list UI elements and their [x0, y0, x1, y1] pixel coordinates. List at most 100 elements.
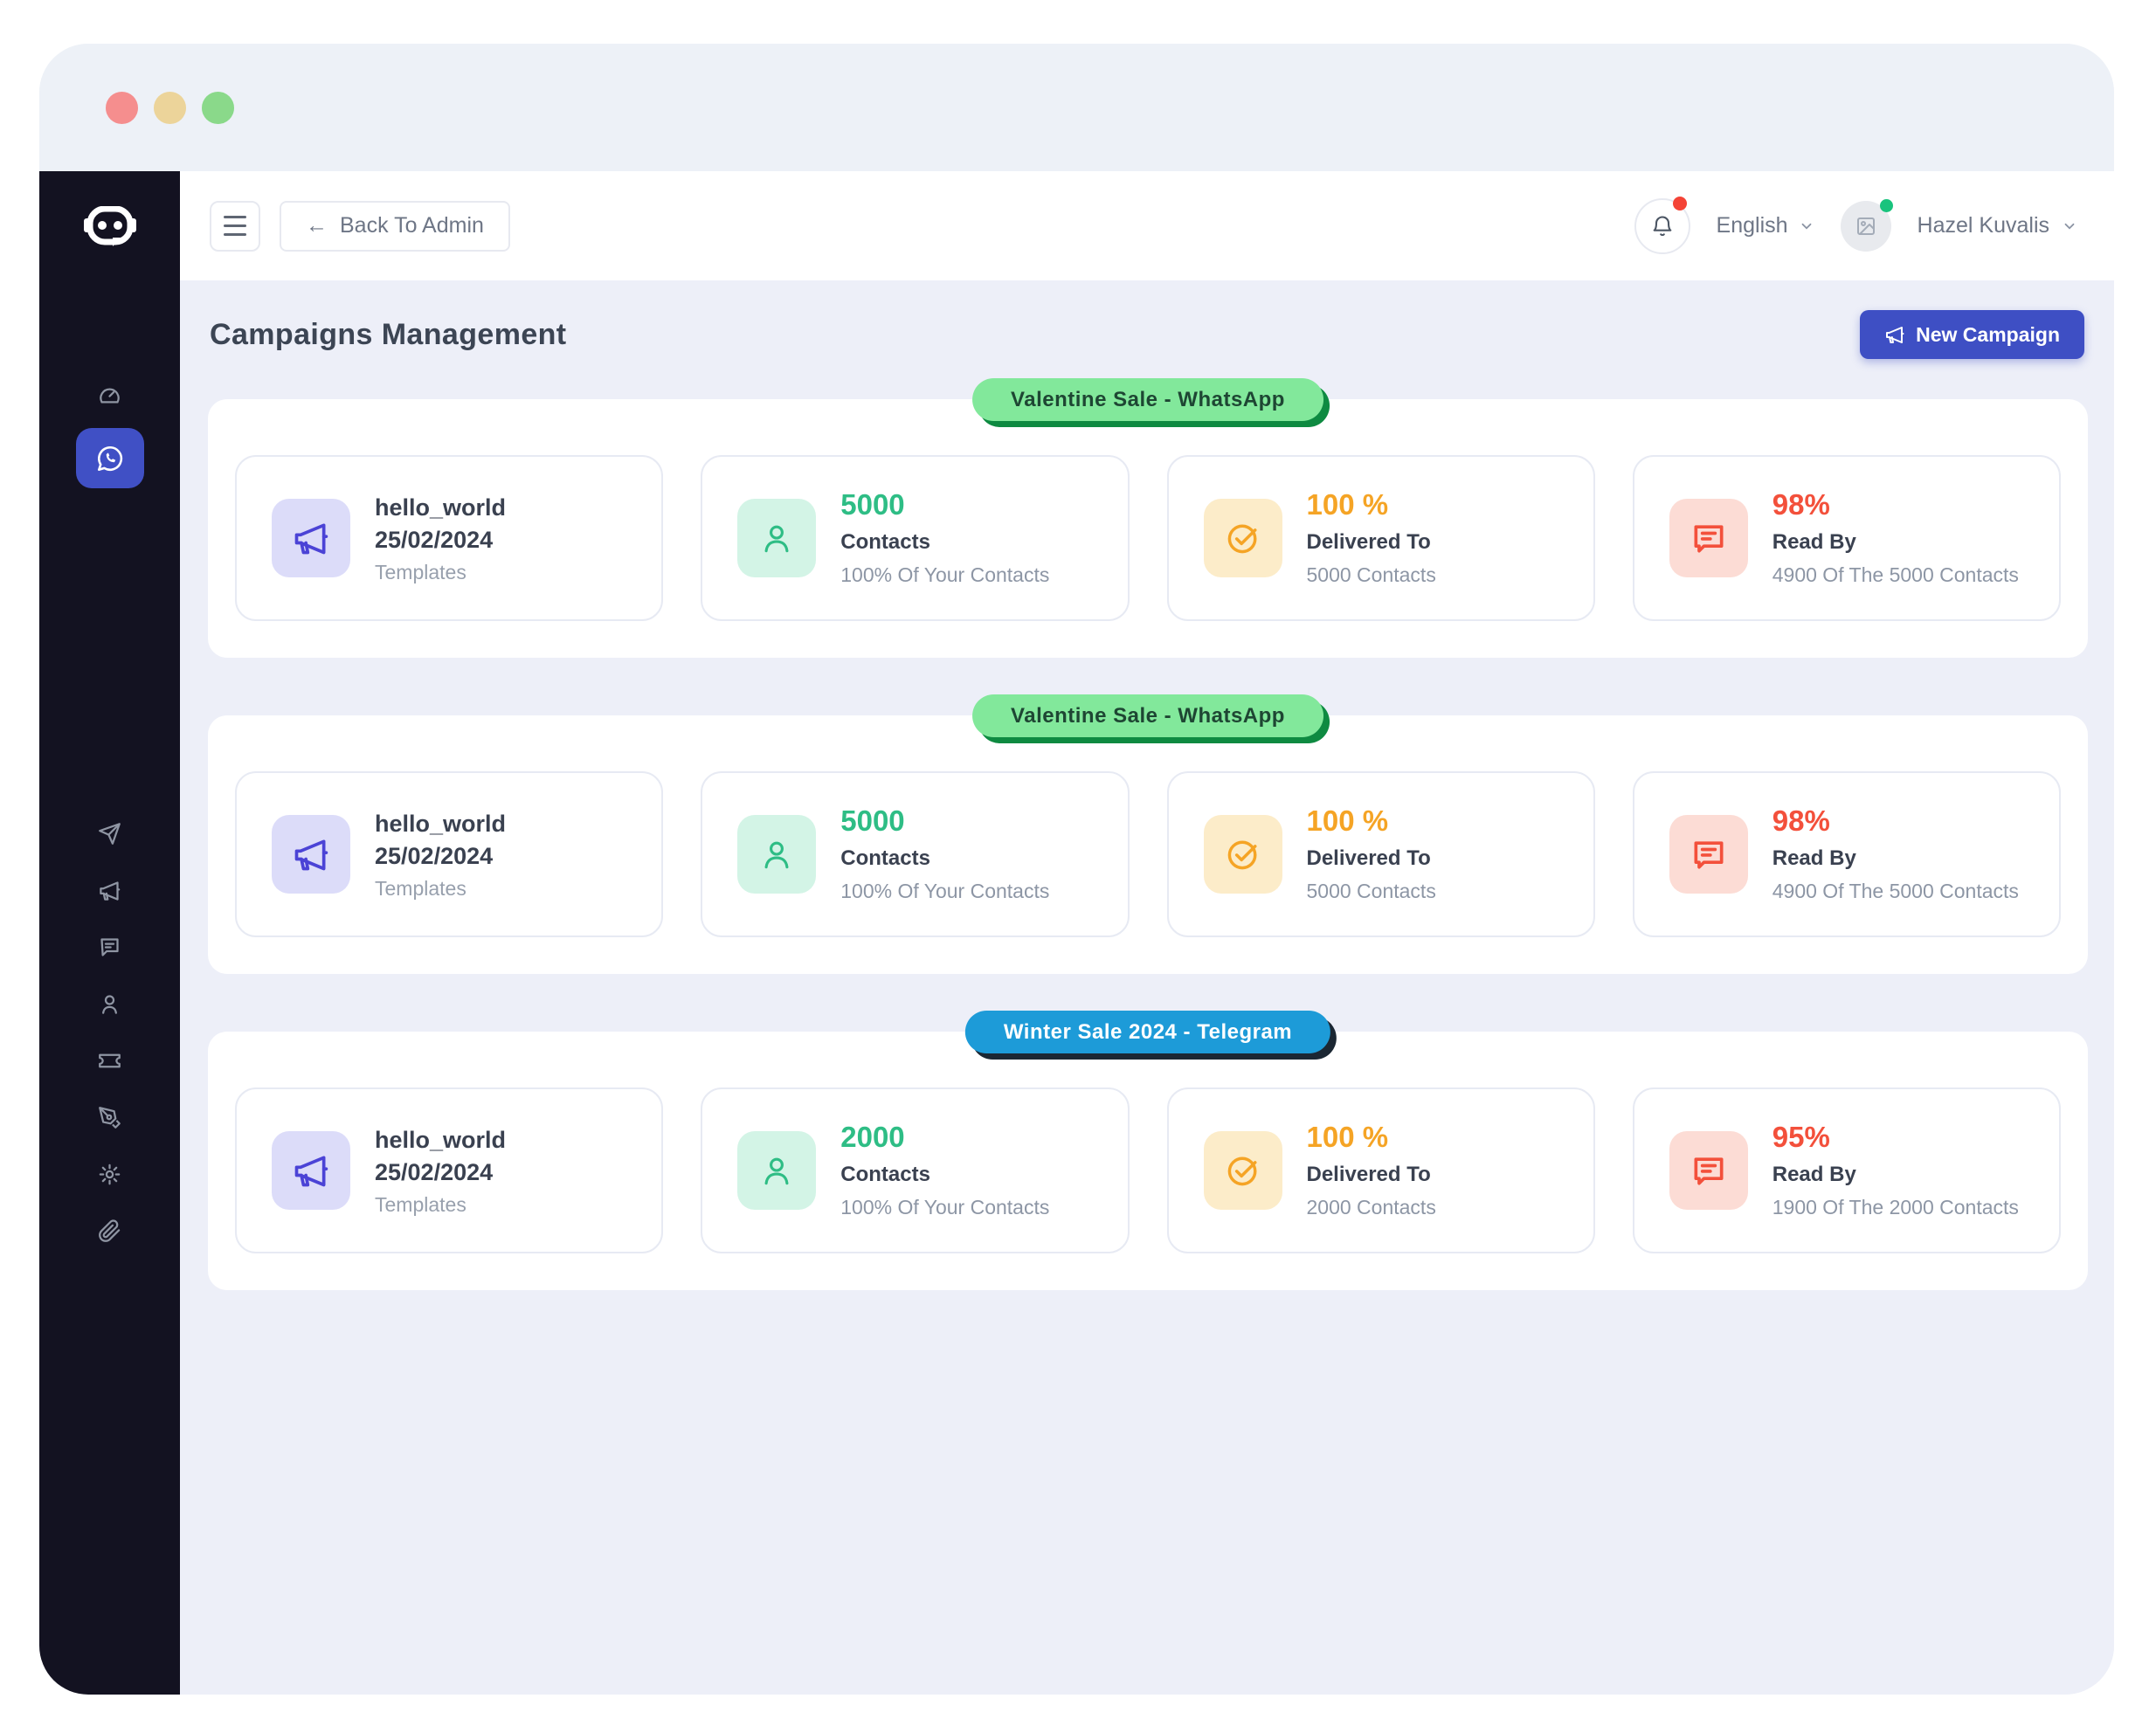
check-circle-icon: [1203, 499, 1282, 577]
megaphone-icon: [272, 499, 350, 577]
campaign-badge[interactable]: Valentine Sale - WhatsApp: [972, 694, 1323, 737]
chevron-down-icon: [2064, 223, 2075, 230]
stat-label: Read By: [1772, 529, 1856, 554]
stat-value: 5000: [840, 488, 905, 521]
stat-label: Contacts: [840, 1162, 930, 1186]
campaign-sections: Valentine Sale - WhatsApp hello_world 25…: [208, 378, 2088, 1290]
stat-value: 2000: [840, 1121, 905, 1154]
template-name: hello_world: [375, 494, 507, 521]
stat-label: Contacts: [840, 529, 930, 554]
template-date: 25/02/2024: [375, 1158, 494, 1185]
window-titlebar: [39, 44, 2114, 171]
app-logo[interactable]: [39, 171, 180, 280]
image-placeholder-icon: [1856, 217, 1875, 235]
campaign-template-card: hello_world 25/02/2024 Templates: [235, 771, 664, 937]
user-avatar[interactable]: [1840, 198, 1893, 252]
sidebar-item-contacts[interactable]: [98, 992, 121, 1016]
topbar: ← Back To Admin English: [180, 171, 2114, 280]
check-circle-icon: [1203, 815, 1282, 894]
stat-sub: 5000 Contacts: [1306, 879, 1436, 902]
campaign-badge[interactable]: Winter Sale 2024 - Telegram: [964, 1011, 1331, 1053]
campaign-template-card: hello_world 25/02/2024 Templates: [235, 1087, 664, 1253]
stat-label: Delivered To: [1306, 1162, 1431, 1186]
send-icon: [99, 823, 121, 845]
bell-icon: [1653, 215, 1671, 236]
delivered-stat-card: 100 % Delivered To 2000 Contacts: [1166, 1087, 1595, 1253]
back-to-admin-label: Back To Admin: [340, 213, 484, 238]
campaign-badge-label: Winter Sale 2024 - Telegram: [1003, 1019, 1293, 1044]
sidebar: [39, 171, 180, 1695]
stat-value: 5000: [840, 804, 905, 838]
settings-icon: [99, 1163, 121, 1185]
new-campaign-button[interactable]: New Campaign: [1860, 310, 2084, 359]
robot-logo-icon: [83, 205, 136, 246]
sidebar-item-settings[interactable]: [98, 1163, 121, 1186]
stat-value: 98%: [1772, 804, 1830, 838]
template-name: hello_world: [375, 811, 507, 838]
template-sub: Templates: [375, 560, 466, 583]
sidebar-item-whatsapp-campaigns[interactable]: [75, 428, 144, 488]
sidebar-item-send[interactable]: [98, 822, 121, 846]
stat-label: Delivered To: [1306, 529, 1431, 554]
stat-sub: 2000 Contacts: [1306, 1195, 1436, 1219]
online-status-dot: [1879, 198, 1893, 212]
campaign-section: Winter Sale 2024 - Telegram hello_world …: [208, 1011, 2088, 1290]
user-icon: [737, 1131, 817, 1210]
pen-icon: [99, 1107, 121, 1129]
contacts-stat-card: 2000 Contacts 100% Of Your Contacts: [701, 1087, 1130, 1253]
page-title: Campaigns Management: [210, 317, 567, 351]
stat-value: 95%: [1772, 1121, 1830, 1154]
campaign-template-card: hello_world 25/02/2024 Templates: [235, 455, 664, 621]
hamburger-menu-button[interactable]: [210, 200, 260, 252]
user-icon: [737, 815, 817, 894]
close-window-button[interactable]: [106, 91, 138, 124]
stat-sub: 100% Of Your Contacts: [840, 1195, 1050, 1219]
stat-label: Contacts: [840, 846, 930, 870]
user-icon: [737, 499, 817, 577]
campaign-badge[interactable]: Valentine Sale - WhatsApp: [972, 378, 1323, 421]
stat-value: 100 %: [1306, 1121, 1389, 1154]
template-date: 25/02/2024: [375, 526, 494, 553]
message-icon: [1669, 815, 1748, 894]
notification-badge: [1672, 196, 1687, 211]
stat-sub: 5000 Contacts: [1306, 563, 1436, 586]
user-menu[interactable]: Hazel Kuvalis: [1918, 213, 2077, 238]
stat-sub: 100% Of Your Contacts: [840, 563, 1050, 586]
delivered-stat-card: 100 % Delivered To 5000 Contacts: [1166, 455, 1595, 621]
megaphone-icon: [1886, 327, 1904, 343]
template-date: 25/02/2024: [375, 842, 494, 869]
maximize-window-button[interactable]: [202, 91, 234, 124]
sidebar-item-messages[interactable]: [98, 935, 121, 959]
megaphone-icon: [272, 815, 350, 894]
dashboard-icon: [100, 388, 120, 404]
notifications-button[interactable]: [1634, 196, 1690, 254]
template-sub: Templates: [375, 876, 466, 900]
sidebar-item-campaigns[interactable]: [98, 879, 121, 902]
sidebar-item-tickets[interactable]: [98, 1049, 121, 1073]
template-sub: Templates: [375, 1192, 466, 1216]
read-stat-card: 95% Read By 1900 Of The 2000 Contacts: [1632, 1087, 2061, 1253]
sidebar-item-attachments[interactable]: [98, 1219, 121, 1243]
message-icon: [1669, 499, 1748, 577]
back-to-admin-button[interactable]: ← Back To Admin: [280, 200, 510, 252]
campaign-badge-label: Valentine Sale - WhatsApp: [1011, 387, 1285, 411]
main-content: Campaigns Management New Campaign Valent…: [180, 280, 2114, 1695]
new-campaign-label: New Campaign: [1916, 322, 2060, 346]
stat-value: 98%: [1772, 488, 1830, 521]
stat-value: 100 %: [1306, 804, 1389, 838]
message-icon: [1669, 1131, 1748, 1210]
contacts-stat-card: 5000 Contacts 100% Of Your Contacts: [701, 455, 1130, 621]
stat-value: 100 %: [1306, 488, 1389, 521]
stat-label: Read By: [1772, 1162, 1856, 1186]
megaphone-icon: [272, 1131, 350, 1210]
app-window: ← Back To Admin English: [39, 44, 2114, 1695]
check-circle-icon: [1203, 1131, 1282, 1210]
sidebar-item-compose[interactable]: [98, 1106, 121, 1129]
language-selector[interactable]: English: [1717, 213, 1814, 238]
whatsapp-icon: [97, 445, 122, 471]
megaphone-icon: [100, 881, 121, 901]
minimize-window-button[interactable]: [154, 91, 186, 124]
sidebar-item-dashboard[interactable]: [98, 383, 121, 407]
chevron-down-icon: [1801, 223, 1811, 230]
stat-sub: 1900 Of The 2000 Contacts: [1772, 1195, 2019, 1219]
